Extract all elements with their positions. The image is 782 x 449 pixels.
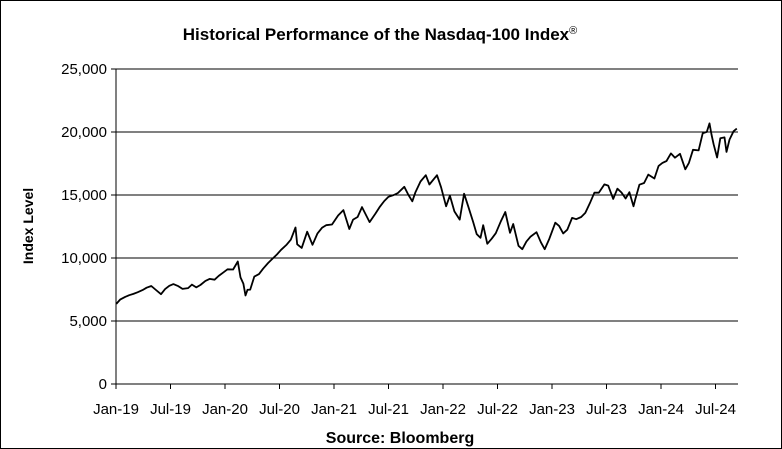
y-tick-label: 25,000 bbox=[61, 61, 107, 78]
x-tick-label: Jul-23 bbox=[586, 401, 627, 418]
chart-title-registered-mark: ® bbox=[569, 25, 577, 37]
x-tick-label: Jul-20 bbox=[259, 401, 300, 418]
x-tick-label: Jan-20 bbox=[202, 401, 248, 418]
x-tick-label: Jan-21 bbox=[311, 401, 357, 418]
x-tick-label: Jan-23 bbox=[529, 401, 575, 418]
y-tick-label: 10,000 bbox=[61, 250, 107, 267]
series-line-nasdaq-100 bbox=[115, 122, 738, 305]
x-tick-label: Jan-24 bbox=[638, 401, 684, 418]
x-tick-label: Jul-22 bbox=[477, 401, 518, 418]
gridlines bbox=[116, 68, 738, 322]
x-tick-labels: Jan-19 Jul-19 Jan-20 Jul-20 Jan-21 Jul-21 Jan-… bbox=[93, 384, 736, 418]
x-tick-label: Jan-19 bbox=[93, 401, 139, 418]
y-tick-label: 15,000 bbox=[61, 187, 107, 204]
y-tick-label: 20,000 bbox=[61, 124, 107, 141]
x-axis-label-source: Source: Bloomberg bbox=[326, 430, 474, 447]
chart-title: Historical Performance of the Nasdaq-100… bbox=[183, 25, 578, 44]
x-tick-label: Jul-24 bbox=[695, 401, 736, 418]
y-axis-label: Index Level bbox=[20, 188, 36, 264]
chart-title-text: Historical Performance of the Nasdaq-100… bbox=[183, 25, 570, 44]
y-tick-label: 5,000 bbox=[69, 313, 107, 330]
y-tick-labels: 0 5,000 10,000 15,000 20,000 25,000 bbox=[61, 61, 116, 393]
x-tick-label: Jul-21 bbox=[368, 401, 409, 418]
x-tick-label: Jul-19 bbox=[150, 401, 191, 418]
y-tick-label: 0 bbox=[99, 376, 107, 393]
series-group bbox=[115, 122, 738, 305]
x-tick-label: Jan-22 bbox=[420, 401, 466, 418]
